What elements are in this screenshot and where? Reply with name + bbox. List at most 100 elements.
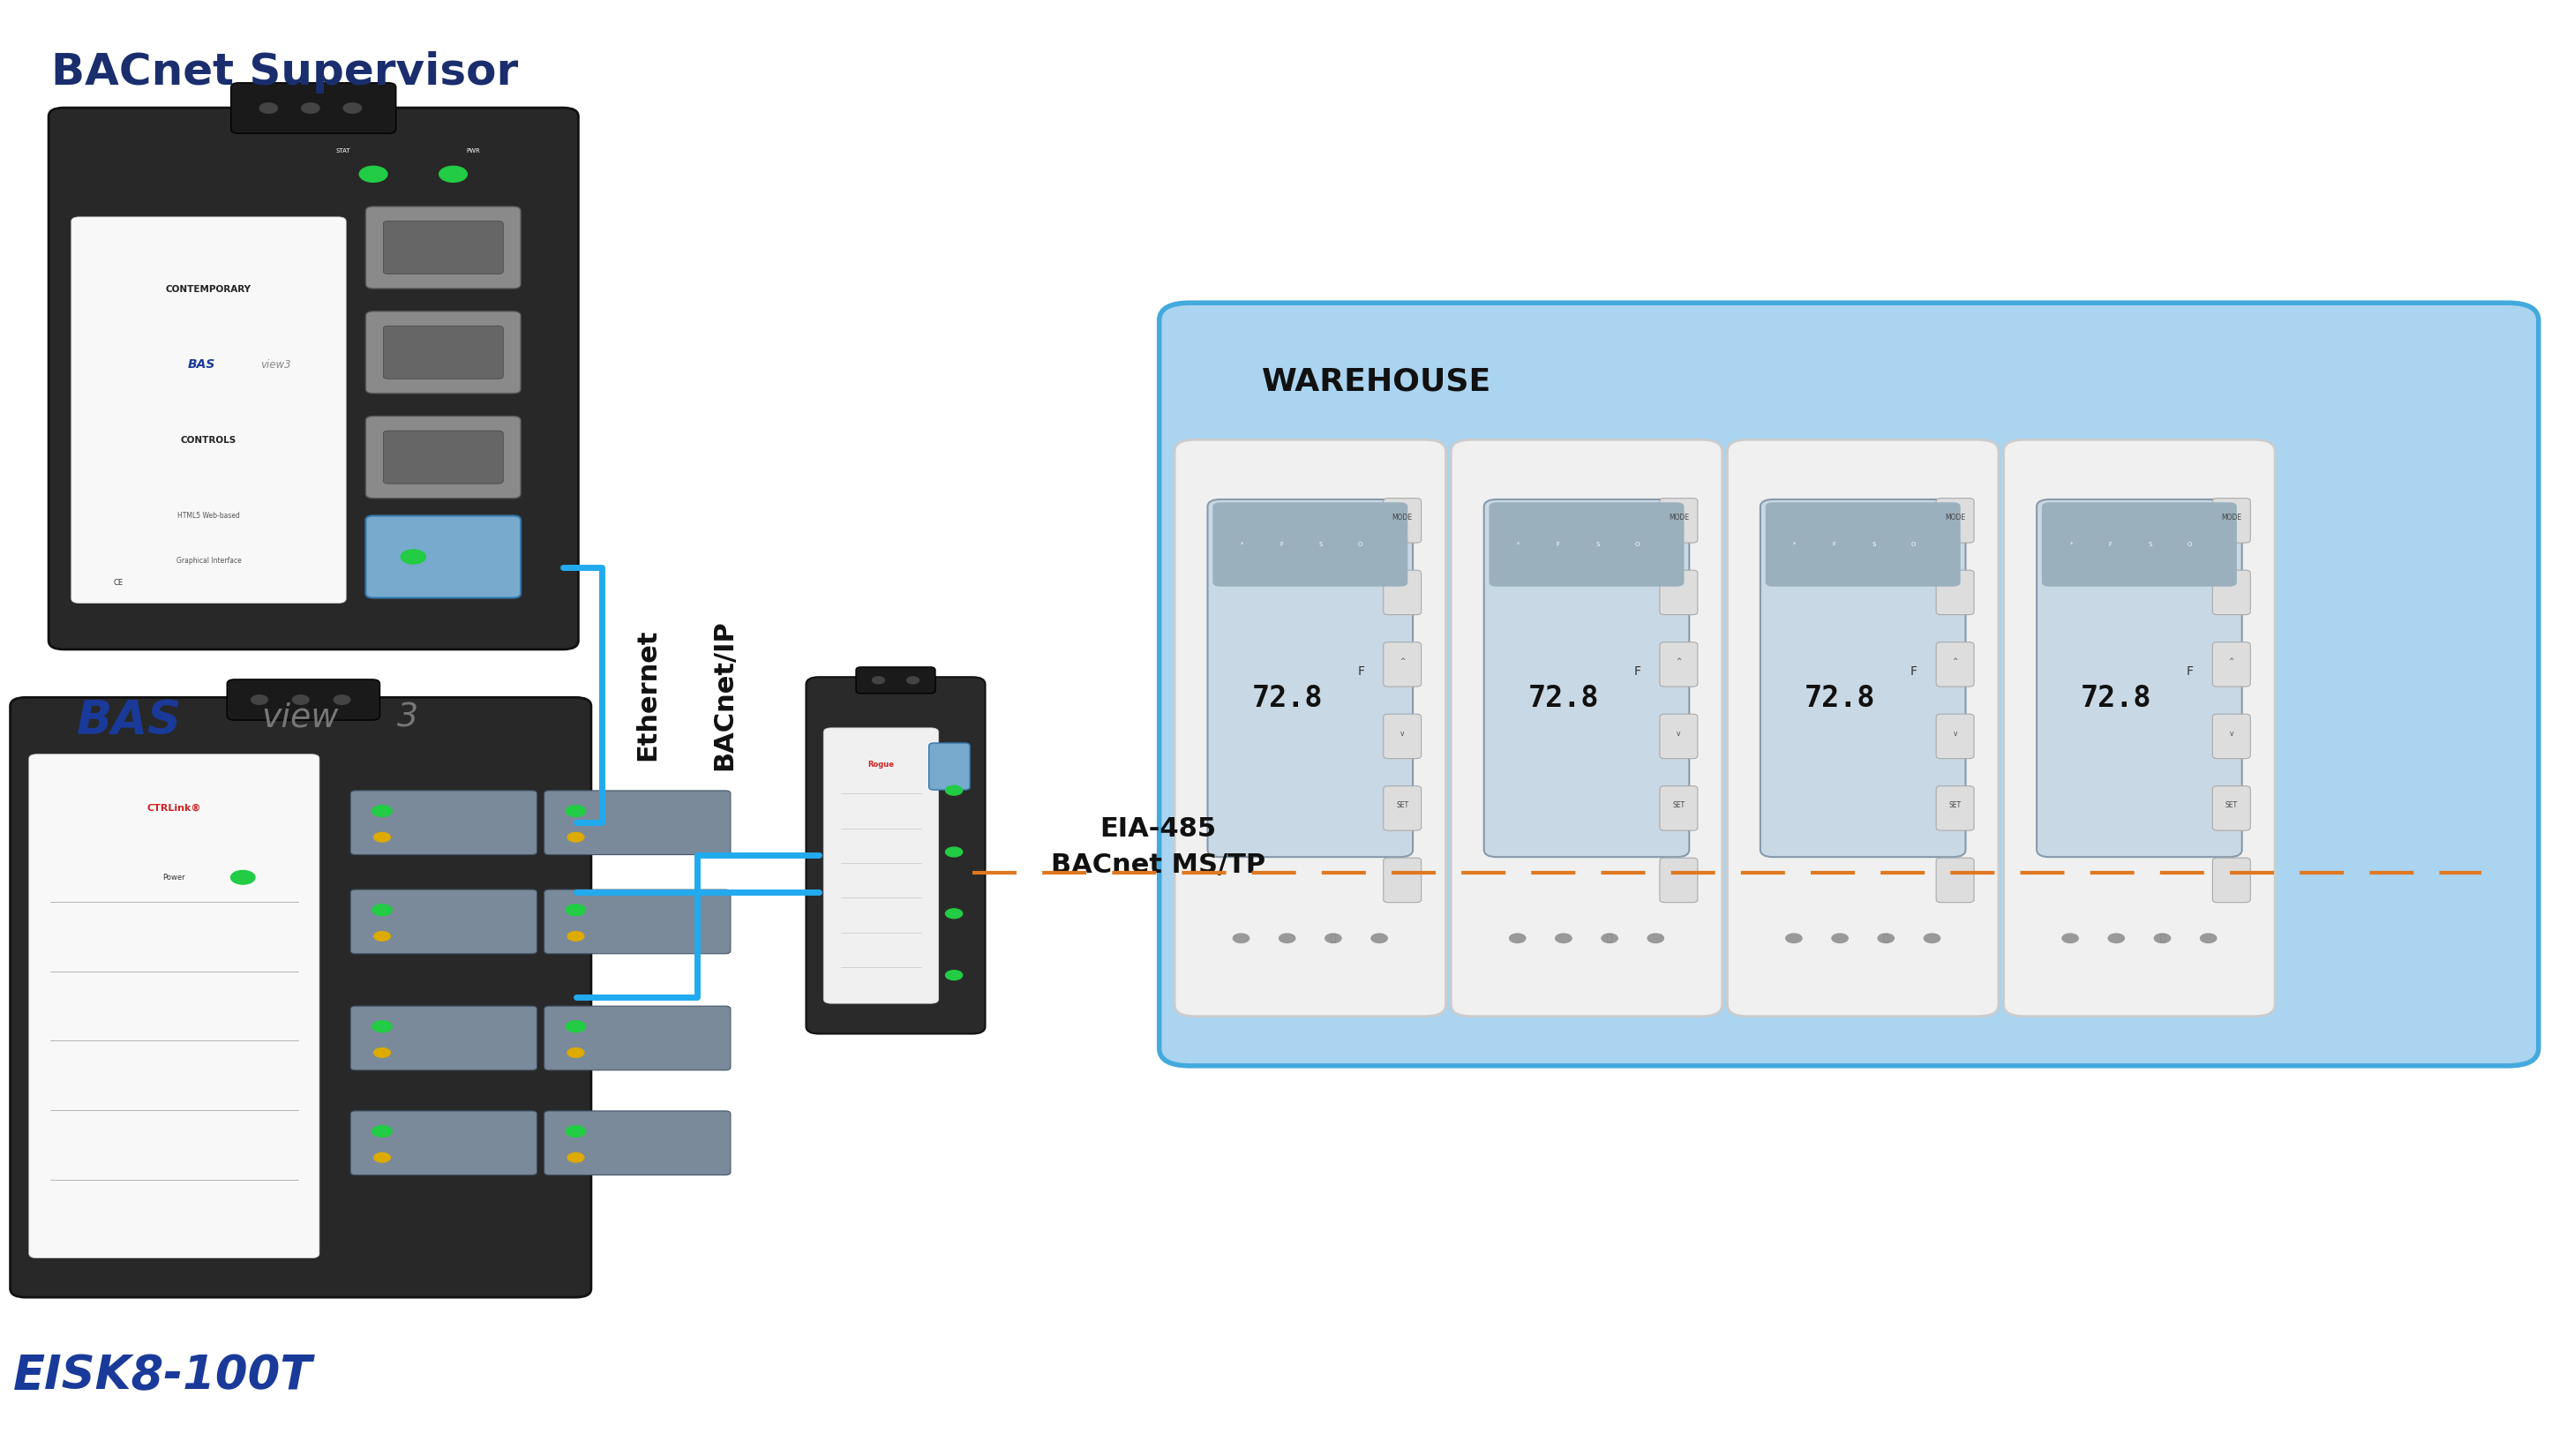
Text: F: F (1633, 665, 1640, 677)
Circle shape (251, 695, 269, 705)
FancyBboxPatch shape (855, 667, 937, 693)
FancyBboxPatch shape (2214, 642, 2249, 687)
Circle shape (566, 1021, 586, 1032)
Text: ^: ^ (1953, 658, 1958, 665)
Circle shape (566, 805, 586, 817)
Circle shape (1510, 933, 1525, 943)
FancyBboxPatch shape (545, 791, 729, 855)
FancyBboxPatch shape (1175, 440, 1446, 1016)
FancyBboxPatch shape (2004, 440, 2275, 1016)
Text: F: F (1909, 665, 1917, 677)
FancyBboxPatch shape (1484, 499, 1689, 858)
Circle shape (1786, 933, 1802, 943)
Text: *: * (1517, 542, 1520, 547)
FancyBboxPatch shape (1451, 440, 1722, 1016)
Circle shape (371, 904, 392, 916)
Circle shape (1602, 933, 1617, 943)
FancyBboxPatch shape (351, 791, 537, 855)
Circle shape (2109, 933, 2124, 943)
Text: F: F (2185, 665, 2193, 677)
FancyBboxPatch shape (1661, 571, 1697, 614)
FancyBboxPatch shape (2214, 571, 2249, 614)
FancyBboxPatch shape (366, 515, 522, 598)
FancyBboxPatch shape (1208, 499, 1413, 858)
Text: ⏻: ⏻ (1331, 933, 1336, 942)
Circle shape (2155, 933, 2170, 943)
FancyBboxPatch shape (366, 207, 522, 288)
Circle shape (374, 1153, 392, 1162)
FancyBboxPatch shape (366, 416, 522, 498)
FancyBboxPatch shape (1937, 571, 1973, 614)
FancyBboxPatch shape (366, 312, 522, 393)
Text: MODE: MODE (2221, 514, 2242, 521)
FancyBboxPatch shape (1384, 571, 1420, 614)
FancyBboxPatch shape (806, 677, 985, 1034)
FancyBboxPatch shape (1661, 786, 1697, 830)
FancyBboxPatch shape (28, 754, 320, 1258)
Text: ^: ^ (2229, 658, 2234, 665)
Text: F: F (1832, 542, 1835, 547)
Text: ⏻: ⏻ (2160, 933, 2165, 942)
Circle shape (1878, 933, 1894, 943)
FancyBboxPatch shape (384, 221, 504, 274)
FancyBboxPatch shape (929, 743, 970, 791)
Text: ^: ^ (1676, 658, 1681, 665)
Circle shape (440, 166, 468, 182)
FancyBboxPatch shape (384, 431, 504, 483)
Circle shape (1648, 933, 1663, 943)
Circle shape (568, 1048, 583, 1057)
Circle shape (906, 677, 919, 684)
FancyBboxPatch shape (72, 217, 345, 603)
Circle shape (343, 103, 361, 114)
FancyBboxPatch shape (1159, 303, 2539, 1066)
FancyBboxPatch shape (10, 697, 591, 1297)
Circle shape (568, 833, 583, 842)
FancyBboxPatch shape (1727, 440, 1999, 1016)
Text: MODE: MODE (1668, 514, 1689, 521)
FancyBboxPatch shape (2214, 498, 2249, 543)
Text: SET: SET (1950, 801, 1960, 810)
Circle shape (402, 550, 425, 563)
Text: STAT: STAT (335, 149, 351, 153)
Circle shape (947, 970, 962, 980)
Text: SET: SET (2226, 801, 2237, 810)
Circle shape (371, 1125, 392, 1137)
Circle shape (302, 103, 320, 114)
Text: S: S (2147, 542, 2152, 547)
FancyBboxPatch shape (1937, 642, 1973, 687)
Text: F: F (1556, 542, 1558, 547)
FancyBboxPatch shape (1384, 858, 1420, 903)
FancyBboxPatch shape (1661, 642, 1697, 687)
Text: ⏻: ⏻ (1883, 933, 1889, 942)
Circle shape (333, 695, 351, 705)
Text: v: v (1676, 729, 1681, 738)
FancyBboxPatch shape (2214, 858, 2249, 903)
FancyBboxPatch shape (1384, 713, 1420, 759)
Circle shape (1372, 933, 1387, 943)
Circle shape (358, 166, 386, 182)
Text: CE: CE (113, 579, 123, 587)
FancyBboxPatch shape (1384, 642, 1420, 687)
Circle shape (947, 909, 962, 919)
Text: 72.8: 72.8 (1804, 684, 1876, 713)
Circle shape (1280, 933, 1295, 943)
Circle shape (566, 1125, 586, 1137)
Text: O: O (2188, 542, 2193, 547)
Text: BAS: BAS (187, 358, 215, 371)
Text: MODE: MODE (1945, 514, 1965, 521)
FancyBboxPatch shape (1661, 713, 1697, 759)
FancyBboxPatch shape (384, 326, 504, 379)
Circle shape (873, 677, 885, 684)
Text: EIA-485: EIA-485 (1100, 815, 1216, 842)
Circle shape (374, 1048, 392, 1057)
FancyBboxPatch shape (2042, 502, 2237, 587)
Circle shape (2201, 933, 2216, 943)
Text: v: v (1400, 729, 1405, 738)
FancyBboxPatch shape (2037, 499, 2242, 858)
FancyBboxPatch shape (230, 83, 397, 134)
Text: S: S (1871, 542, 1876, 547)
Text: ⏻: ⏻ (1607, 933, 1612, 942)
Text: view3: view3 (261, 360, 292, 370)
FancyBboxPatch shape (49, 108, 578, 649)
Circle shape (292, 695, 310, 705)
